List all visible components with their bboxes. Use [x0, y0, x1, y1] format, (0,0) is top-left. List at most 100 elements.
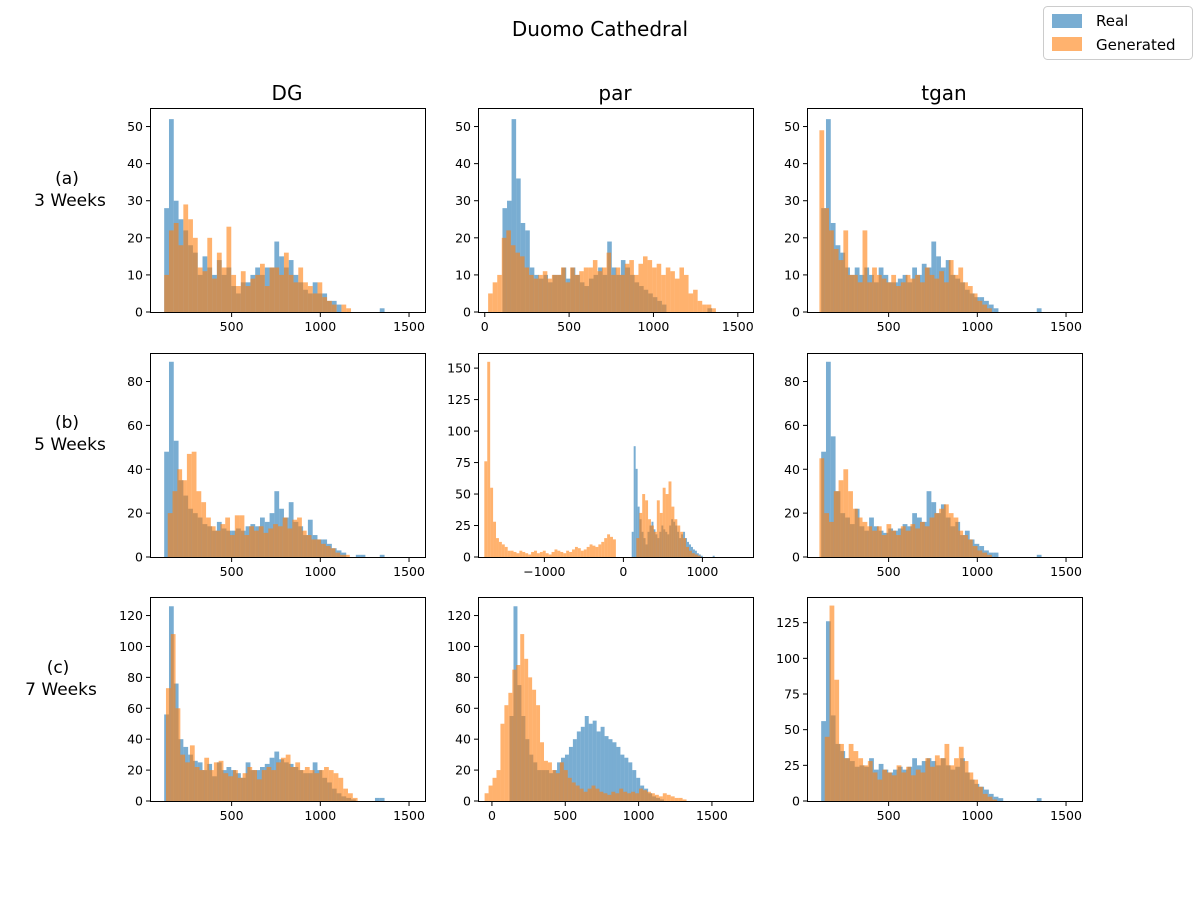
- hist-bar-generated: [852, 508, 858, 557]
- hist-bar-generated: [963, 535, 968, 557]
- hist-bar-generated: [589, 544, 593, 557]
- hist-bar-real: [694, 550, 697, 557]
- hist-bar-real: [993, 796, 999, 801]
- hist-bar-generated: [276, 762, 281, 801]
- hist-bar-generated: [293, 282, 299, 312]
- y-tick-label: 20: [127, 506, 143, 521]
- hist-bar-generated: [579, 788, 584, 801]
- hist-bar-generated: [507, 550, 511, 557]
- hist-bar-generated: [619, 788, 624, 801]
- hist-bar-generated: [249, 526, 254, 557]
- hist-bar-generated: [583, 267, 589, 312]
- subplot-dg-a-bars: [164, 119, 385, 312]
- hist-bar-generated: [569, 551, 573, 557]
- hist-bar-generated: [688, 293, 694, 312]
- hist-bar-generated: [335, 552, 341, 557]
- hist-bar-generated: [987, 554, 992, 557]
- hist-bar-real: [355, 554, 361, 557]
- hist-bar-generated: [702, 304, 707, 312]
- x-tick-label: 1500: [1050, 319, 1082, 334]
- hist-bar-generated: [290, 767, 296, 801]
- x-tick-label: 1000: [304, 564, 336, 579]
- hist-bar-generated: [843, 758, 849, 801]
- hist-bar-generated: [185, 762, 190, 801]
- hist-bar-real: [1036, 798, 1042, 801]
- hist-bar-generated: [512, 669, 517, 801]
- hist-bar-generated: [194, 767, 200, 801]
- hist-bar-generated: [848, 743, 854, 801]
- hist-bar-generated: [824, 513, 829, 557]
- hist-bar-generated: [680, 531, 684, 557]
- hist-bar-real: [635, 468, 638, 557]
- hist-bar-generated: [642, 494, 646, 557]
- hist-bar-generated: [231, 274, 237, 312]
- hist-bar-generated: [319, 770, 325, 801]
- hist-bar-generated: [987, 796, 993, 801]
- row-sublabel-a: 3 Weeks: [34, 191, 106, 211]
- column-title-tgan: tgan: [921, 81, 966, 105]
- subplot-par-c: 0 500 1000 1500 0 20 40 60 80 100 120: [447, 597, 754, 823]
- hist-bar-generated: [583, 549, 587, 557]
- hist-bar-generated: [539, 551, 543, 557]
- hist-bar-generated: [624, 263, 630, 312]
- hist-bar-generated: [263, 532, 269, 557]
- y-tick-label: 40: [784, 462, 800, 477]
- y-tick-label: 60: [784, 418, 800, 433]
- legend: Real Generated: [1043, 6, 1193, 60]
- hist-bar-generated: [943, 282, 949, 312]
- hist-bar-generated: [261, 770, 267, 801]
- hist-bar-generated: [934, 513, 940, 557]
- hist-bar-real: [628, 762, 633, 801]
- column-title-par: par: [598, 81, 632, 105]
- subplot-dg-b: 500 1000 1500 0 20 40 60 80: [127, 353, 426, 579]
- hist-bar-generated: [920, 772, 926, 801]
- hist-bar-generated: [556, 274, 562, 312]
- hist-bar-generated: [891, 775, 897, 801]
- hist-bar-generated: [862, 521, 868, 557]
- x-tick-label: 500: [553, 808, 577, 823]
- hist-bar-generated: [858, 758, 864, 801]
- hist-bar-generated: [277, 526, 283, 557]
- hist-bar-generated: [949, 765, 955, 801]
- hist-bar-generated: [341, 304, 347, 312]
- hist-bar-real: [993, 552, 999, 557]
- subplot-par-b: −1000 0 1000 0 25 50 75 100 125 150: [447, 353, 754, 579]
- hist-bar-generated: [173, 222, 179, 312]
- y-tick-label: 80: [127, 670, 143, 685]
- hist-bar-generated: [967, 539, 973, 557]
- row-sublabel-b: 5 Weeks: [34, 435, 106, 455]
- hist-bar-generated: [253, 530, 259, 557]
- x-tick-label: 0: [488, 808, 496, 823]
- hist-bar-real: [825, 361, 831, 557]
- hist-bar-real: [690, 546, 693, 557]
- hist-bar-generated: [588, 267, 593, 312]
- hist-bar-generated: [348, 793, 353, 801]
- hist-bar-generated: [612, 539, 616, 557]
- hist-bar-generated: [513, 551, 517, 557]
- hist-bar-generated: [901, 772, 907, 801]
- hist-bar-generated: [954, 758, 959, 801]
- hist-bar-generated: [490, 487, 494, 557]
- hist-bar-generated: [639, 788, 643, 801]
- hist-bar-real: [600, 726, 605, 801]
- hist-bar-generated: [192, 237, 198, 312]
- hist-bar-real: [274, 491, 280, 557]
- hist-bar-generated: [943, 504, 949, 557]
- hist-bar-generated: [504, 705, 509, 801]
- hist-bar-generated: [566, 550, 570, 557]
- hist-bar-real: [700, 555, 703, 557]
- y-tick-label: 60: [127, 701, 143, 716]
- hist-bar-generated: [924, 526, 930, 557]
- hist-bar-generated: [282, 517, 288, 557]
- x-tick-label: 1000: [961, 564, 993, 579]
- hist-bar-generated: [237, 777, 243, 801]
- hist-bar-generated: [697, 300, 703, 312]
- hist-bar-generated: [867, 526, 873, 557]
- y-tick-label: 100: [447, 424, 471, 439]
- hist-bar-generated: [674, 797, 679, 801]
- hist-bar-generated: [882, 769, 888, 801]
- hist-bar-generated: [186, 453, 192, 557]
- hist-bar-real: [511, 119, 517, 312]
- legend-swatch-real: [1052, 14, 1082, 28]
- hist-bar-generated: [915, 769, 921, 801]
